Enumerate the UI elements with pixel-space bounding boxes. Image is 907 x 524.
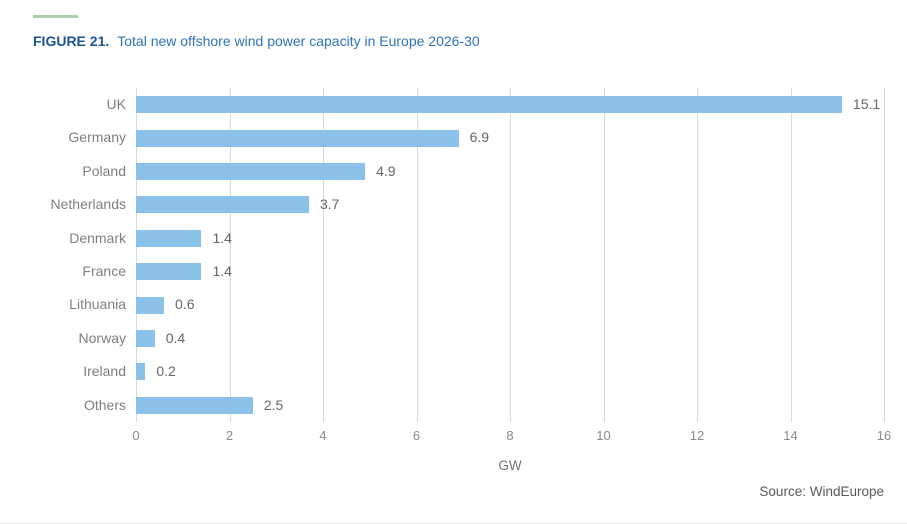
gridline (416, 88, 418, 422)
category-label-uk: UK (106, 96, 126, 112)
x-axis-title: GW (498, 458, 522, 473)
value-label: 3.7 (319, 196, 340, 213)
figure-title: Total new offshore wind power capacity i… (117, 33, 480, 49)
value-label: 1.4 (212, 229, 232, 246)
category-label-france: France (82, 263, 126, 279)
value-label: 6.9 (469, 129, 490, 146)
category-label-norway: Norway (78, 329, 126, 346)
category-label-germany: Germany (68, 129, 126, 146)
x-tick-label: 2 (225, 428, 234, 443)
category-label-netherlands: Netherlands (50, 196, 127, 213)
value-label: 0.2 (156, 363, 176, 380)
gridline (884, 88, 885, 422)
gridline (323, 88, 324, 422)
bar-germany (136, 129, 459, 147)
bar-ireland (136, 363, 146, 381)
category-labels: UK Germany Poland Netherlands Denmark France L… (0, 88, 127, 422)
value-label: 15.1 (852, 96, 881, 112)
value-label: 2.5 (263, 396, 284, 413)
bar-netherlands (136, 196, 309, 214)
bar-france (136, 263, 202, 281)
gridline (603, 88, 605, 422)
x-tick-label: 6 (412, 428, 421, 443)
plot-area: 15.1 6.9 4.9 3.7 1.4 1.4 0.6 0.4 0.2 2.5 (136, 88, 885, 422)
figure-title-row: FIGURE 21. Total new offshore wind power … (33, 33, 480, 49)
gridline (790, 88, 792, 422)
value-label: 0.6 (175, 296, 195, 313)
gridline (136, 88, 137, 422)
x-tick-label: 8 (506, 428, 514, 443)
bar-poland (136, 163, 366, 180)
value-label: 0.4 (165, 329, 186, 346)
gridline (510, 88, 511, 422)
figure-number-label: FIGURE 21. (33, 33, 110, 49)
x-tick-label: 4 (319, 428, 327, 443)
gridline (697, 88, 698, 422)
value-label: 4.9 (376, 162, 396, 179)
bar-lithuania (136, 296, 165, 314)
value-label: 1.4 (212, 263, 232, 279)
source-text: Source: WindEurope (759, 484, 884, 499)
category-label-ireland: Ireland (83, 363, 126, 380)
x-axis-ticks: 0 2 4 6 8 10 12 14 16 (132, 428, 891, 444)
x-tick-label: 10 (596, 428, 611, 443)
category-label-others: Others (83, 396, 126, 413)
x-tick-label: 0 (132, 428, 140, 443)
bar-others (136, 396, 253, 414)
bar-denmark (136, 229, 202, 247)
bar-norway (136, 330, 155, 347)
gridline (229, 88, 231, 422)
category-label-denmark: Denmark (69, 229, 126, 246)
accent-line (33, 15, 78, 18)
x-tick-label: 16 (876, 428, 892, 443)
x-tick-label: 12 (689, 428, 705, 443)
category-label-lithuania: Lithuania (69, 296, 126, 313)
category-label-poland: Poland (82, 162, 126, 179)
x-tick-label: 14 (783, 428, 798, 443)
bar-uk (136, 96, 842, 114)
